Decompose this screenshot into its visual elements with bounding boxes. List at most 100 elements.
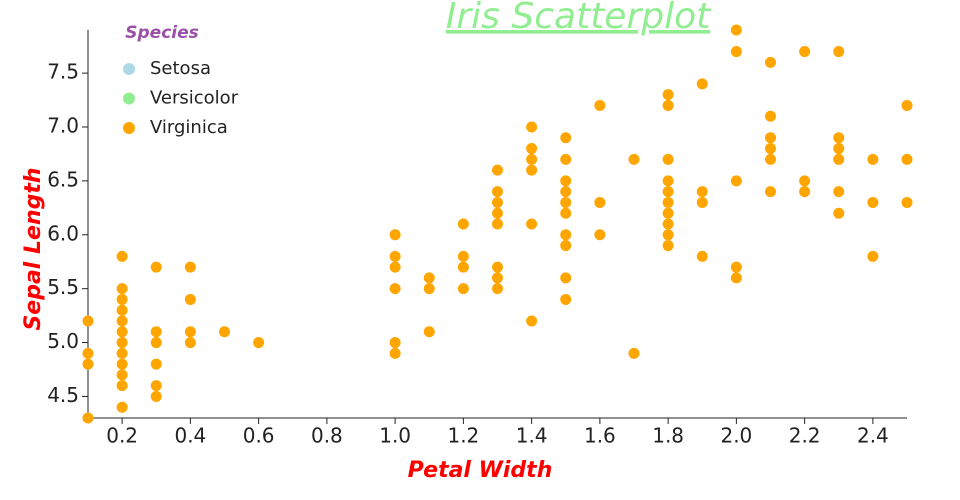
x-tick-label: 2.2: [789, 424, 821, 448]
point: [662, 99, 674, 111]
point: [662, 89, 674, 101]
point: [696, 250, 708, 262]
point: [150, 358, 162, 370]
point: [389, 337, 401, 349]
point: [150, 390, 162, 402]
point: [116, 347, 128, 359]
point: [628, 347, 640, 359]
point: [423, 272, 435, 284]
point: [833, 207, 845, 219]
y-tick-label: 6.0: [47, 221, 79, 245]
y-tick-label: 7.0: [47, 114, 79, 138]
point: [389, 283, 401, 295]
point: [116, 283, 128, 295]
point: [594, 229, 606, 241]
legend-swatch: [123, 63, 135, 75]
point: [867, 153, 879, 165]
point: [184, 261, 196, 273]
point: [150, 261, 162, 273]
point: [526, 218, 538, 230]
point: [457, 218, 469, 230]
point: [560, 229, 572, 241]
point: [150, 326, 162, 338]
point: [560, 153, 572, 165]
point: [662, 175, 674, 187]
point: [594, 99, 606, 111]
point: [219, 326, 230, 338]
point: [833, 132, 845, 144]
y-tick-label: 5.5: [47, 275, 79, 299]
point: [253, 337, 265, 349]
point: [662, 218, 674, 230]
x-tick-label: 1.4: [516, 424, 548, 448]
legend-title: Species: [125, 23, 199, 43]
point: [389, 347, 401, 359]
x-tick-label: 1.0: [379, 424, 411, 448]
point: [799, 186, 811, 198]
x-tick-label: 0.4: [174, 424, 206, 448]
point: [492, 218, 503, 230]
point: [526, 164, 538, 176]
point: [765, 186, 776, 198]
legend-label: Virginica: [150, 117, 228, 138]
point: [492, 186, 503, 198]
x-tick-label: 0.2: [106, 424, 138, 448]
point: [526, 315, 538, 327]
point: [560, 196, 572, 208]
legend-swatch: [123, 122, 135, 134]
legend-swatch: [123, 92, 135, 105]
point: [662, 186, 674, 198]
point: [799, 175, 811, 187]
point: [765, 153, 776, 165]
point: [560, 293, 572, 305]
point: [116, 315, 128, 327]
point: [526, 121, 538, 133]
point: [799, 46, 811, 58]
point: [457, 250, 469, 262]
point: [82, 315, 94, 327]
point: [730, 46, 742, 58]
point: [662, 196, 674, 208]
point: [594, 196, 606, 208]
point: [150, 380, 162, 392]
point: [116, 369, 128, 381]
point: [116, 401, 128, 413]
point: [730, 175, 742, 187]
chart-title: Iris Scatterplot: [446, 0, 712, 37]
point: [116, 293, 128, 305]
point: [833, 143, 845, 155]
point: [423, 326, 435, 338]
point: [492, 207, 503, 219]
point: [492, 261, 503, 273]
point: [765, 143, 776, 155]
point: [389, 261, 401, 273]
legend-label: Versicolor: [150, 88, 239, 109]
x-tick-label: 1.2: [447, 424, 479, 448]
y-tick-label: 4.5: [47, 383, 79, 407]
point: [560, 240, 572, 252]
point: [833, 153, 845, 165]
point: [82, 358, 94, 370]
point: [560, 132, 572, 144]
point: [696, 186, 708, 198]
y-tick-label: 6.5: [47, 167, 79, 191]
point: [765, 56, 776, 68]
point: [901, 196, 913, 208]
point: [389, 250, 401, 262]
point: [116, 380, 128, 392]
x-tick-label: 0.8: [311, 424, 343, 448]
point: [730, 24, 742, 36]
point: [116, 304, 128, 316]
point: [662, 240, 674, 252]
point: [423, 283, 435, 295]
point: [184, 337, 196, 349]
point: [492, 283, 503, 295]
point: [526, 143, 538, 155]
point: [730, 272, 742, 284]
y-axis-title: Sepal Length: [21, 167, 46, 330]
point: [833, 46, 845, 58]
point: [696, 196, 708, 208]
point: [492, 164, 503, 176]
point: [116, 358, 128, 370]
x-tick-label: 2.0: [720, 424, 752, 448]
